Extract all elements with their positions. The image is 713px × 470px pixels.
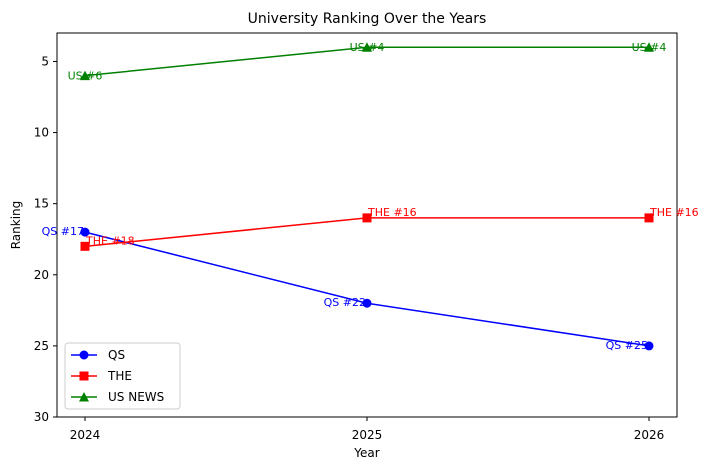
y-axis: 5 10 15 20 25 30: [34, 54, 57, 424]
x-tick-label: 2025: [352, 428, 383, 442]
x-tick-label: 2026: [634, 428, 665, 442]
y-tick-label: 20: [34, 268, 49, 282]
data-point-the: [362, 213, 372, 223]
data-point-qs: [644, 341, 654, 351]
series-qs: QS #17 QS #22 QS #25: [42, 225, 654, 352]
legend-item-us-news: US NEWS: [71, 390, 164, 404]
data-label-us-news: US #4: [350, 41, 385, 54]
data-point-us-news: [644, 42, 654, 52]
y-tick-label: 15: [34, 197, 49, 211]
series-line-qs: [84, 231, 650, 347]
legend-item-qs: QS: [71, 348, 125, 362]
y-tick-label: 10: [34, 126, 49, 140]
data-label-us-news: US #4: [632, 41, 667, 54]
data-point-qs: [362, 298, 372, 308]
data-point-the: [644, 213, 654, 223]
y-tick-label: 30: [34, 410, 49, 424]
data-point-the: [80, 241, 90, 251]
x-axis: 2024 2025 2026: [70, 417, 665, 442]
data-label-us-news: US #6: [68, 70, 103, 83]
legend-marker-the: [79, 371, 89, 381]
data-label-qs: QS #22: [324, 296, 366, 309]
legend-marker-us-news: [79, 392, 89, 402]
y-tick-label: 5: [41, 54, 49, 68]
legend-marker-qs: [79, 350, 89, 360]
y-tick-label: 25: [34, 339, 49, 353]
series-layer: QS #17 QS #22 QS #25 THE #18 THE #16 THE #16 U…: [42, 41, 699, 352]
legend-label-the: THE: [107, 369, 132, 383]
data-point-us-news: [362, 42, 372, 52]
x-axis-label: Year: [353, 446, 379, 460]
series-the: THE #18 THE #16 THE #16: [80, 206, 699, 251]
series-us-news: US #6 US #4 US #4: [68, 41, 667, 82]
x-tick-label: 2024: [70, 428, 101, 442]
y-axis-label: Ranking: [9, 201, 23, 250]
legend-label-us-news: US NEWS: [108, 390, 164, 404]
data-label-the: THE #18: [85, 234, 135, 247]
data-point-qs: [80, 227, 90, 237]
legend: QS THE US NEWS: [64, 342, 181, 410]
data-label-qs: QS #25: [606, 339, 648, 352]
data-point-us-news: [80, 70, 90, 81]
legend-box: [64, 342, 181, 410]
data-label-qs: QS #17: [42, 225, 84, 238]
legend-item-the: THE: [71, 369, 132, 383]
legend-label-qs: QS: [108, 348, 125, 362]
data-label-the: THE #16: [649, 206, 699, 219]
chart-title: University Ranking Over the Years: [248, 11, 487, 27]
data-label-the: THE #16: [367, 206, 417, 219]
